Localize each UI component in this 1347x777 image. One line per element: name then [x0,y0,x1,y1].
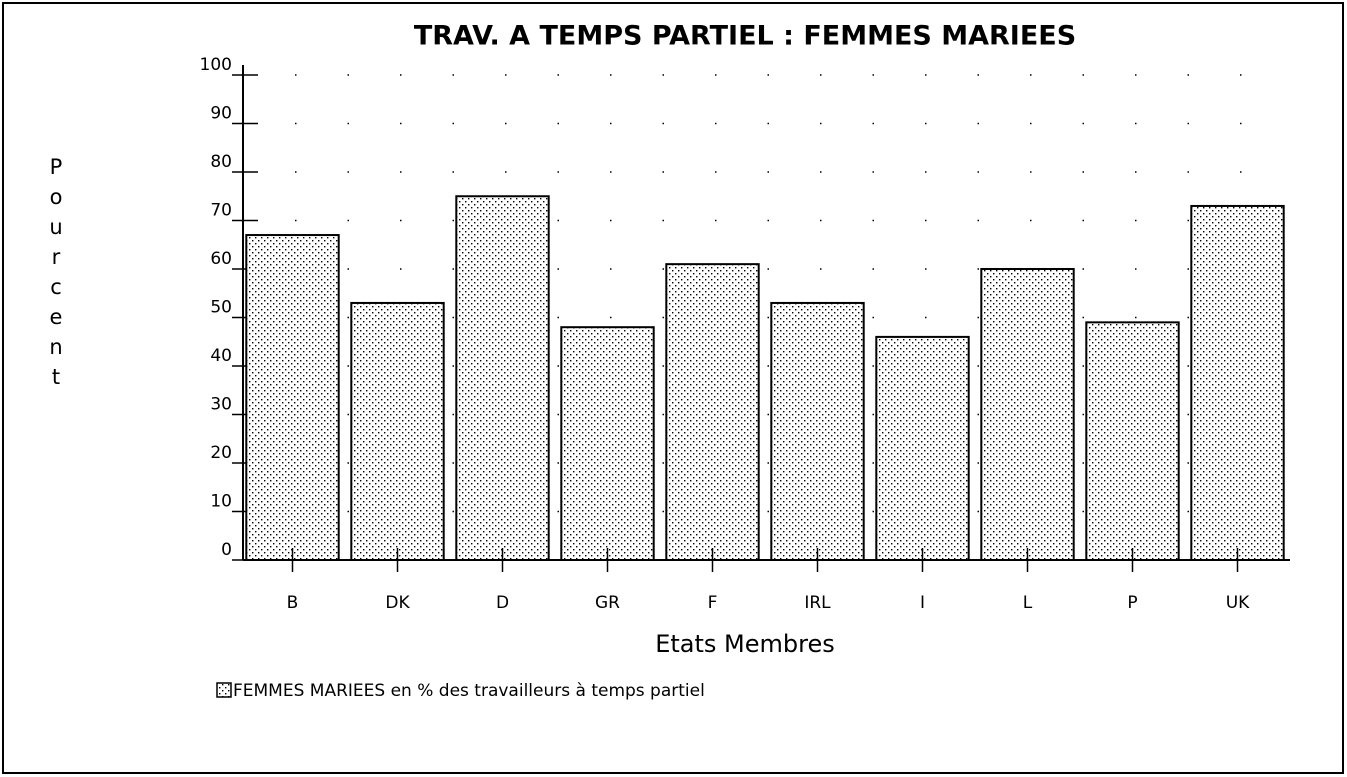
bar [1085,321,1180,561]
y-tick-label: 10 [210,492,232,512]
y-tick-label: 20 [210,443,232,463]
y-tick-label: 50 [210,298,232,318]
bar [875,335,970,561]
x-tick-label: I [920,593,925,613]
x-tick-label: UK [1226,593,1250,613]
y-tick-label: 70 [210,201,232,221]
bar [1190,204,1285,561]
x-tick-label: GR [595,593,620,613]
legend-swatch [216,682,232,698]
bar [350,301,445,561]
x-tick-label: P [1127,593,1137,613]
chart-title: TRAV. A TEMPS PARTIEL : FEMMES MARIEES [414,21,1076,52]
y-tick-label: 90 [210,104,232,124]
y-tick-label: 30 [210,395,232,415]
x-tick-label: IRL [804,593,831,613]
y-tick-label: 100 [200,55,232,75]
y-tick-label: 80 [210,152,232,172]
y-tick-label: 60 [210,249,232,269]
x-tick-label: L [1023,593,1033,613]
bar [560,326,655,562]
x-tick-label: DK [385,593,410,613]
x-tick-label: F [708,593,718,613]
x-axis-title: Etats Membres [655,630,835,658]
bar [665,263,760,561]
legend-label: FEMMES MARIEES en % des travailleurs à t… [233,681,705,701]
y-axis-title: Pourcent [44,155,68,395]
y-tick-label: 0 [221,540,232,560]
y-tick-label: 40 [210,346,232,366]
bar [455,195,550,561]
x-tick-label: D [496,593,509,613]
bar [770,301,865,561]
x-tick-label: B [287,593,299,613]
bar [980,268,1075,561]
bar [245,234,340,562]
